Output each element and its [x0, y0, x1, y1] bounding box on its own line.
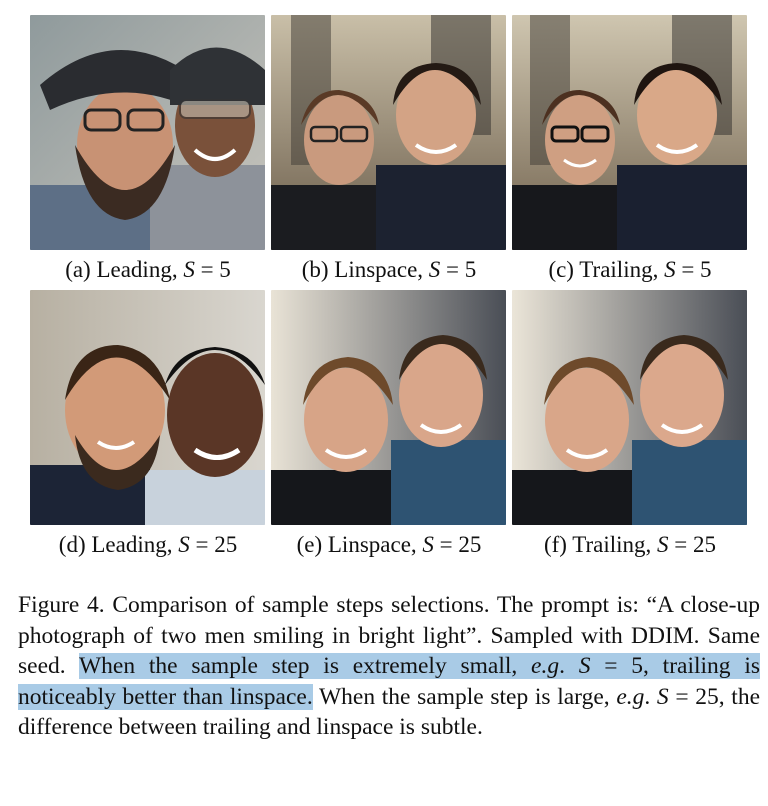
caption-part1: Figure 4. Comparison of sample steps sel… — [18, 592, 760, 679]
panel-d-photo — [30, 290, 265, 525]
panel-e-photo — [271, 290, 506, 525]
caption-part2: When the sample step is large, — [312, 683, 617, 710]
photo-two-men-closeup-image — [30, 290, 265, 525]
panel-b-caption: (b) Linspace, S = 5 — [301, 257, 477, 282]
panel-a-caption: (a) Leading, S = 5 — [65, 257, 231, 282]
photo-two-men-office-image — [271, 15, 506, 250]
panel-c-caption: (c) Trailing, S = 5 — [548, 257, 712, 282]
photo-two-men-helmets-image — [30, 15, 265, 250]
panel-f-caption: (f) Trailing, S = 25 — [543, 532, 717, 557]
photo-two-men-smiling-image-f — [512, 290, 747, 525]
panel-a-photo — [30, 15, 265, 250]
caption-part4: = 25, the difference between trailing an… — [18, 683, 761, 741]
photo-two-men-smiling-image-e — [271, 290, 506, 525]
figure-caption: Figure 4. Comparison of sample steps sel… — [18, 592, 761, 741]
panel-c-photo — [512, 15, 747, 250]
photo-two-men-office-sharper-image — [512, 15, 747, 250]
panel-b-photo — [271, 15, 506, 250]
panel-d-caption: (d) Leading, S = 25 — [58, 532, 238, 557]
panel-f-photo — [512, 290, 747, 525]
panel-e-caption: (e) Linspace, S = 25 — [296, 532, 482, 557]
